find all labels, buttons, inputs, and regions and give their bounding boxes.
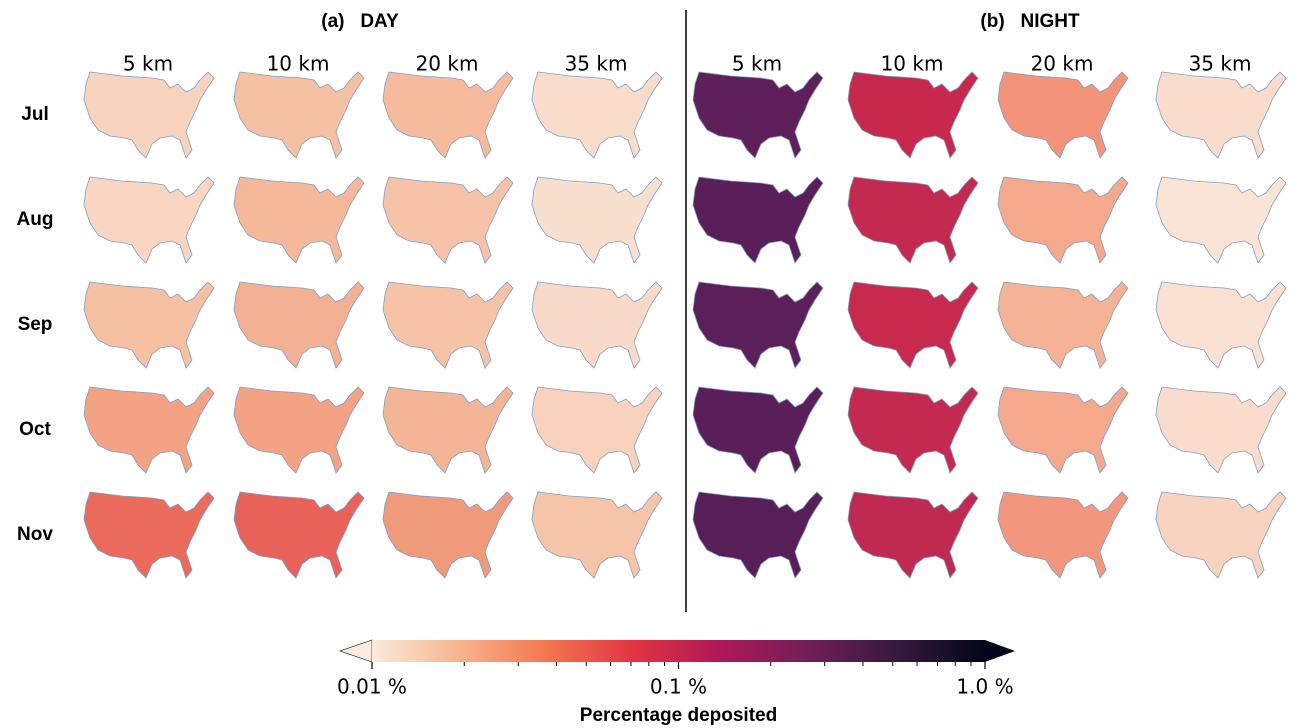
us-map [1155,176,1287,264]
us-map [692,386,824,474]
colorbar-extend-high [985,640,1015,662]
row-label: Sep [18,314,53,335]
us-map [83,281,215,369]
us-map [233,176,365,264]
us-map [997,386,1129,474]
us-map [531,491,663,579]
us-map [233,386,365,474]
tick-label: 0.1 % [650,675,707,699]
us-map [847,281,979,369]
row-label: Jul [21,104,48,125]
row-label: Nov [17,524,53,545]
us-map [233,491,365,579]
column-header: 35 km [1189,52,1252,76]
us-map [382,281,514,369]
us-map [1155,281,1287,369]
us-map [997,281,1129,369]
us-map [997,176,1129,264]
us-map [233,71,365,159]
row-label: Aug [17,209,54,230]
us-map [531,71,663,159]
us-map [382,386,514,474]
us-map [692,281,824,369]
column-header: 20 km [1031,52,1094,76]
us-map [997,491,1129,579]
us-map [692,71,824,159]
column-header: 10 km [881,52,944,76]
us-map [1155,491,1287,579]
us-map [531,281,663,369]
us-map [83,176,215,264]
us-map [83,71,215,159]
column-header: 35 km [565,52,628,76]
colorbar-label: Percentage deposited [580,705,777,726]
us-map [847,176,979,264]
panel-title: (b) NIGHT [980,11,1080,32]
us-map [1155,386,1287,474]
us-map [382,491,514,579]
column-header: 20 km [416,52,479,76]
us-map [382,176,514,264]
us-map [382,71,514,159]
column-header: 5 km [123,52,173,76]
us-map [997,71,1129,159]
us-map [847,386,979,474]
column-header: 10 km [267,52,330,76]
panel-title: (a) DAY [321,11,399,32]
us-map [233,281,365,369]
tick-label: 1.0 % [956,675,1013,699]
us-map [83,386,215,474]
row-label: Oct [19,419,51,440]
us-map [531,386,663,474]
us-map [83,491,215,579]
us-map [692,176,824,264]
us-map [692,491,824,579]
tick-label: 0.01 % [337,675,407,699]
colorbar-extend-low [339,639,373,663]
us-map [847,491,979,579]
column-header: 5 km [732,52,782,76]
us-map [531,176,663,264]
us-map [847,71,979,159]
us-map [1155,71,1287,159]
colorbar [372,640,985,662]
